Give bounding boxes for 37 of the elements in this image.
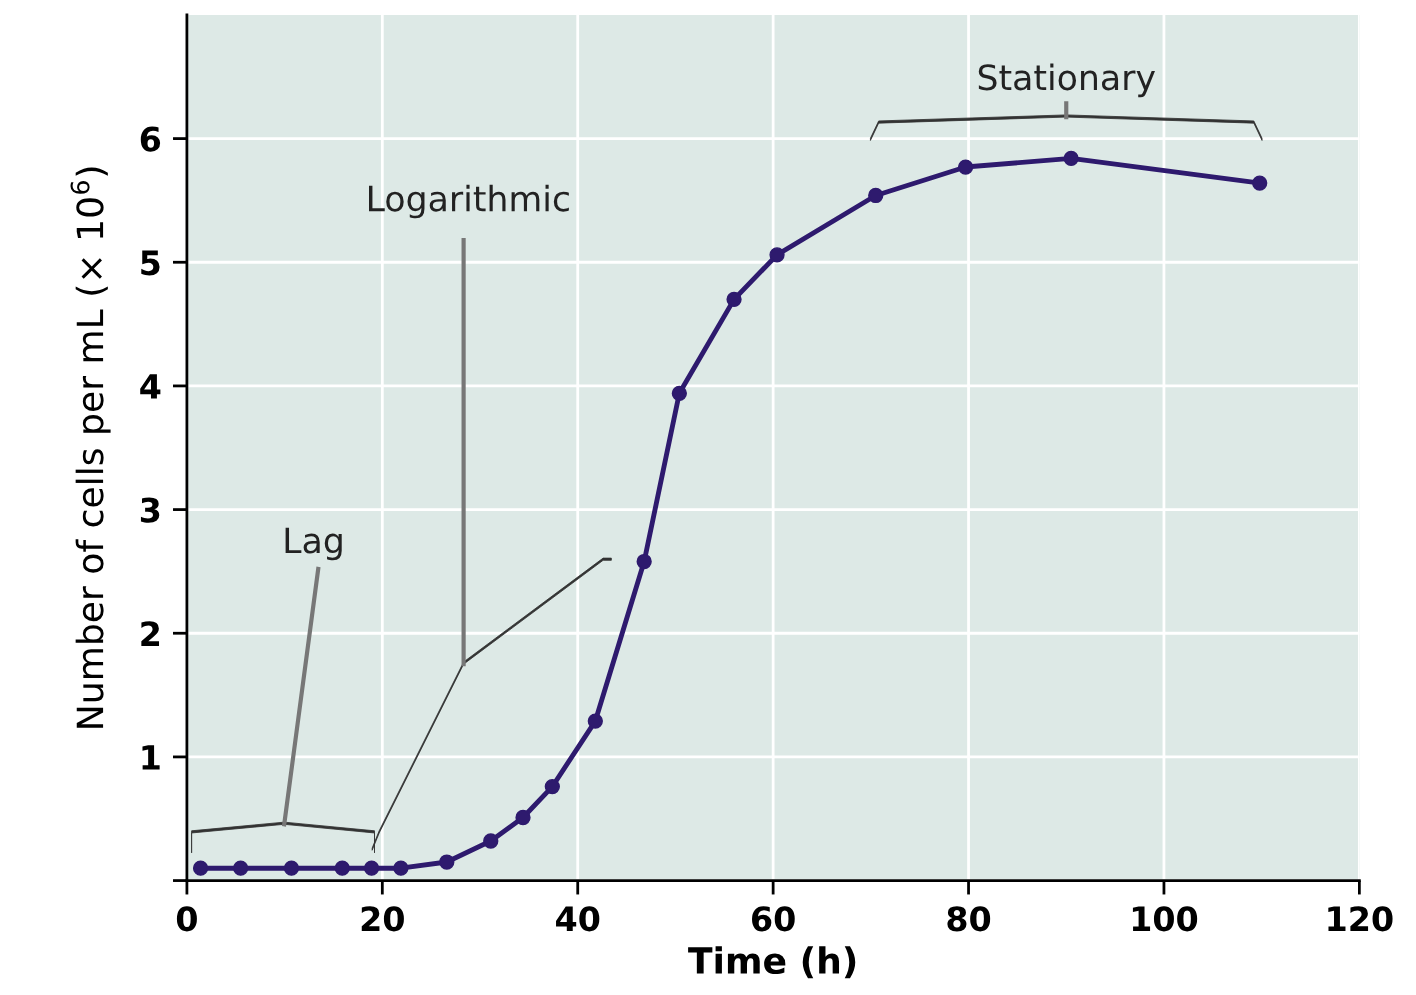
point — [1063, 150, 1079, 167]
annotation: Stationary — [978, 63, 1155, 98]
point — [334, 860, 350, 876]
y-tick-label: 5 — [141, 250, 160, 276]
point — [439, 854, 455, 870]
point — [192, 860, 209, 876]
point — [544, 778, 560, 795]
point — [515, 809, 531, 826]
point — [868, 187, 884, 204]
y-tick-label: 1 — [142, 745, 160, 770]
x-tick-label: 80 — [947, 906, 991, 932]
point — [587, 713, 603, 729]
point — [1252, 175, 1268, 191]
point — [393, 860, 409, 876]
y-tick-label: 3 — [140, 497, 160, 523]
x-tick-label: 120 — [1328, 906, 1393, 932]
x-axis-title: Time (h) — [688, 946, 856, 979]
annotation: Logarithmic — [369, 184, 569, 219]
y-tick-label: 6 — [140, 126, 161, 152]
point — [957, 159, 974, 175]
point — [671, 385, 687, 401]
point — [283, 860, 300, 876]
x-tick-label: 100 — [1132, 906, 1198, 932]
x-tick-label: 40 — [556, 906, 600, 932]
point — [726, 291, 742, 307]
point — [636, 553, 652, 570]
x-tick-label: 0 — [176, 906, 197, 932]
x-tick-label: 60 — [752, 906, 795, 932]
point — [233, 860, 249, 876]
y-axis-title: Number of cells per mL (× 10$^{6}$) — [70, 167, 111, 728]
point — [483, 833, 499, 849]
y-tick-label: 4 — [140, 374, 161, 399]
y-tick-label: 2 — [141, 621, 160, 646]
annotation: Lag — [285, 527, 342, 561]
point — [769, 247, 785, 263]
point — [363, 860, 380, 876]
x-tick-label: 20 — [361, 906, 404, 932]
